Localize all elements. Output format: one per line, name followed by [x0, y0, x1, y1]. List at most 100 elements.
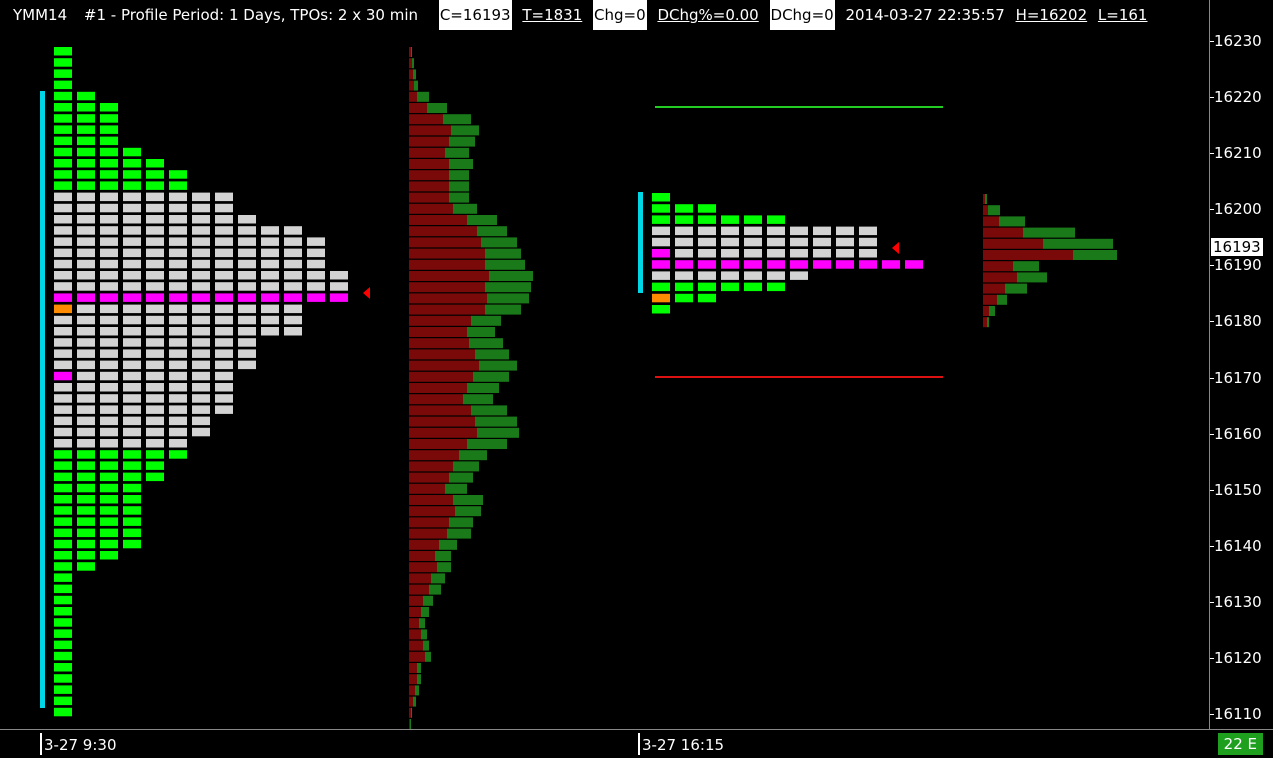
tpo-block	[146, 237, 164, 246]
tpo-block	[675, 226, 693, 236]
ask-volume-bar	[485, 259, 525, 270]
tpo-block	[100, 327, 118, 336]
plot-area[interactable]	[0, 0, 1209, 729]
tpo-block	[123, 293, 141, 302]
ask-volume-bar	[467, 327, 495, 337]
bid-volume-bar	[409, 147, 445, 158]
tpo-block	[146, 170, 164, 179]
tpo-block	[100, 271, 118, 280]
tpo-block	[652, 271, 670, 280]
tpo-block	[698, 237, 716, 247]
tpo-block	[238, 282, 256, 291]
tpo-block	[652, 215, 670, 224]
price-axis[interactable]: 16230 16220 16210 16200 16190 16180 16170 16160…	[1209, 0, 1273, 729]
tpo-block	[813, 226, 831, 236]
ask-volume-bar	[455, 506, 481, 517]
tpo-block	[77, 203, 95, 213]
ask-volume-bar	[435, 551, 451, 561]
bid-volume-bar	[409, 416, 475, 427]
tpo-block	[54, 629, 72, 638]
tpo-block	[307, 271, 325, 280]
bid-volume-bar	[409, 114, 443, 125]
tpo-block	[744, 282, 762, 292]
tpo-block	[813, 260, 831, 269]
ask-volume-bar	[437, 562, 451, 573]
tpo-block	[146, 349, 164, 358]
tpo-block	[192, 360, 210, 370]
tpo-block	[77, 271, 95, 280]
tpo-block	[54, 47, 72, 56]
tpo-block	[54, 91, 72, 101]
bid-volume-bar	[409, 685, 415, 696]
tpo-block	[54, 315, 72, 325]
tpo-block	[77, 427, 95, 437]
tpo-block	[123, 495, 141, 504]
tpo-block	[859, 249, 877, 258]
tpo-block	[905, 260, 923, 269]
tpo-block	[123, 349, 141, 358]
bid-volume-bar	[409, 58, 412, 69]
ask-volume-bar	[487, 293, 529, 304]
tpo-block	[698, 260, 716, 269]
tpo-block	[169, 215, 187, 224]
tpo-block	[767, 215, 785, 224]
tpo-block	[215, 248, 233, 258]
price-tick-label: 16150	[1214, 480, 1262, 499]
tpo-block	[284, 271, 302, 280]
bid-volume-bar	[409, 640, 423, 651]
tpo-block	[744, 260, 762, 269]
tpo-block	[192, 226, 210, 235]
tpo-block	[77, 215, 95, 224]
tpo-block	[77, 517, 95, 526]
tpo-block	[54, 349, 72, 358]
tpo-block	[54, 595, 72, 605]
tpo-block	[77, 371, 95, 381]
tpo-block	[123, 259, 141, 269]
tpo-block	[100, 159, 118, 168]
ask-volume-bar	[445, 483, 467, 494]
tpo-block	[54, 215, 72, 224]
tpo-block	[146, 338, 164, 347]
tpo-block	[215, 203, 233, 213]
tpo-block	[721, 237, 739, 247]
price-tick-mark	[1210, 545, 1214, 547]
tpo-block	[54, 483, 72, 493]
tpo-block	[146, 472, 164, 482]
tpo-block	[77, 360, 95, 370]
price-tick-mark	[1210, 41, 1214, 42]
tpo-block	[169, 394, 187, 403]
tpo-block	[123, 170, 141, 179]
tpo-block	[54, 394, 72, 403]
tpo-block	[123, 405, 141, 414]
bid-volume-bar	[409, 629, 421, 640]
tpo-block	[77, 327, 95, 336]
tpo-block	[238, 315, 256, 325]
tpo-block	[100, 517, 118, 526]
bid-volume-bar	[983, 306, 989, 316]
tpo-block	[169, 181, 187, 190]
tpo-block	[767, 237, 785, 247]
ask-volume-bar	[479, 360, 517, 371]
tpo-block	[77, 315, 95, 325]
price-tick-label: 16140	[1214, 536, 1262, 555]
tpo-block	[54, 674, 72, 683]
tpo-block	[100, 103, 118, 112]
tpo-block	[100, 405, 118, 414]
tpo-block	[169, 349, 187, 358]
tpo-block	[100, 439, 118, 448]
tpo-block	[261, 237, 279, 246]
tpo-block	[215, 226, 233, 235]
tpo-block	[77, 450, 95, 459]
tpo-block	[100, 349, 118, 358]
tpo-block	[54, 181, 72, 190]
tpo-block	[100, 472, 118, 482]
tpo-block	[238, 271, 256, 280]
ask-volume-bar	[449, 472, 473, 483]
bid-volume-bar	[409, 461, 453, 472]
ask-volume-bar	[453, 495, 483, 505]
ask-volume-bar	[463, 394, 493, 405]
tpo-block	[261, 304, 279, 314]
tpo-block	[169, 315, 187, 325]
tpo-block	[146, 304, 164, 314]
dchg-value: DChg=0	[769, 0, 835, 30]
